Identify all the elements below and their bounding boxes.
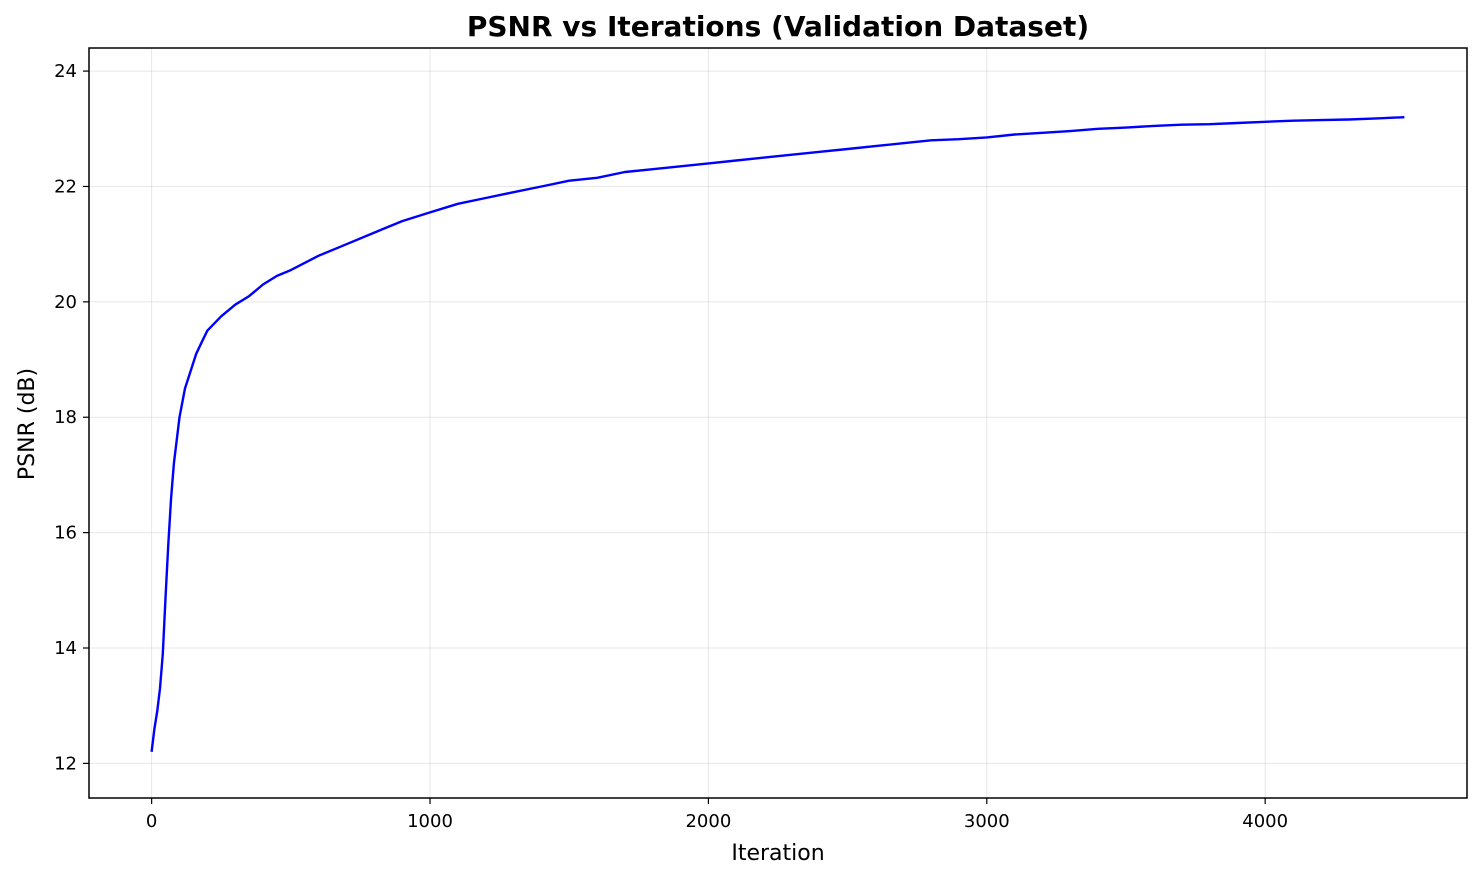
- x-tick-label: 2000: [685, 811, 731, 832]
- x-tick-label: 4000: [1242, 811, 1288, 832]
- chart-title: PSNR vs Iterations (Validation Dataset): [467, 10, 1089, 43]
- y-tick-label: 20: [54, 292, 77, 313]
- x-axis-label: Iteration: [731, 841, 824, 866]
- x-axis: 0 1000 2000 3000 4000: [146, 798, 1288, 832]
- y-axis: 12 14 16 18 20 22 24: [54, 61, 89, 774]
- y-tick-label: 16: [54, 523, 77, 544]
- psnr-series-line: [150, 116, 1405, 752]
- x-tick-label: 3000: [964, 811, 1010, 832]
- y-tick-label: 22: [54, 176, 77, 197]
- x-tick-label: 0: [146, 811, 157, 832]
- y-tick-label: 24: [54, 61, 77, 82]
- y-axis-label: PSNR (dB): [15, 368, 40, 480]
- y-tick-label: 18: [54, 407, 77, 428]
- grid: [89, 48, 1467, 798]
- plot-frame: [88, 47, 1468, 799]
- x-tick-label: 1000: [407, 811, 453, 832]
- y-tick-label: 14: [54, 638, 77, 659]
- y-tick-label: 12: [54, 753, 77, 774]
- plot-series: [150, 116, 1405, 752]
